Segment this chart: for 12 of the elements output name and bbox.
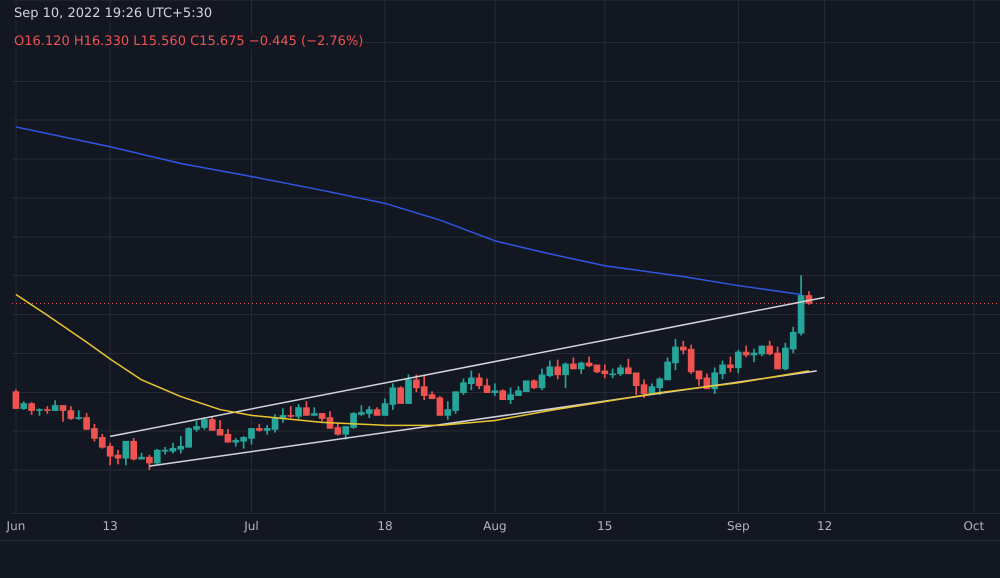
x-tick-label: Oct (963, 518, 984, 533)
x-tick-label: 18 (377, 518, 393, 533)
text: Sep 10, 2022 19:26 UTC+5:30 (14, 6, 212, 21)
x-tick-label: Sep (726, 518, 750, 533)
x-tick-label: Jun (6, 518, 26, 533)
x-tick-label: 12 (817, 518, 832, 533)
x-tick-label: Jul (243, 518, 259, 533)
x-tick-label: 15 (597, 518, 612, 533)
candlestick (727, 356, 734, 372)
x-tick-label: 13 (102, 518, 118, 533)
text: O16.120 H16.330 L15.560 C15.675 −0.445 (−2.76%) (14, 34, 364, 49)
x-tick-label: Aug (483, 518, 507, 533)
